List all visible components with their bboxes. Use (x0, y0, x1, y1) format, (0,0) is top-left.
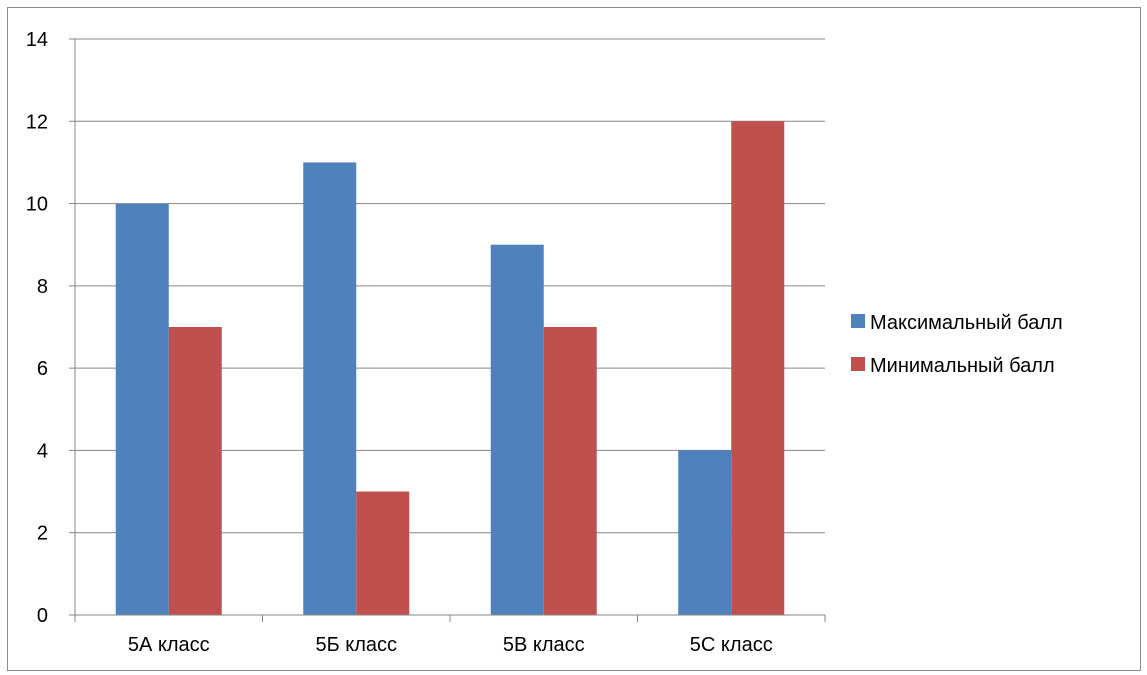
y-tick-label: 10 (26, 194, 48, 216)
legend-swatch (851, 314, 865, 328)
bar (115, 203, 169, 616)
x-tick-label: 5С класс (690, 634, 773, 656)
legend-swatch (851, 357, 865, 371)
bar (168, 327, 222, 615)
legend-label: Минимальный балл (870, 355, 1055, 377)
x-tick-label: 5В класс (503, 634, 585, 656)
y-tick-label: 4 (37, 440, 48, 462)
y-tick-label: 12 (26, 111, 48, 133)
axes (69, 38, 826, 622)
y-tick-label: 2 (37, 523, 48, 545)
x-tick-label: 5Б класс (315, 634, 397, 656)
tick-labels: 0 2 4 6 8 10 12 14 5А класс 5Б класс 5В класс 5С кл… (26, 29, 773, 656)
bar (303, 162, 357, 615)
y-tick-label: 0 (37, 605, 48, 627)
x-tick-label: 5А класс (128, 634, 210, 656)
y-tick-label: 6 (37, 358, 48, 380)
bar (678, 450, 732, 615)
bar (731, 121, 785, 616)
legend-label: Максимальный балл (870, 312, 1063, 334)
bar (543, 327, 597, 615)
bar (356, 491, 410, 615)
legend: Максимальный балл Минимальный балл (851, 312, 1063, 377)
bars (115, 121, 785, 616)
y-tick-label: 14 (26, 29, 48, 51)
bar (490, 244, 544, 615)
y-tick-label: 8 (37, 276, 48, 298)
